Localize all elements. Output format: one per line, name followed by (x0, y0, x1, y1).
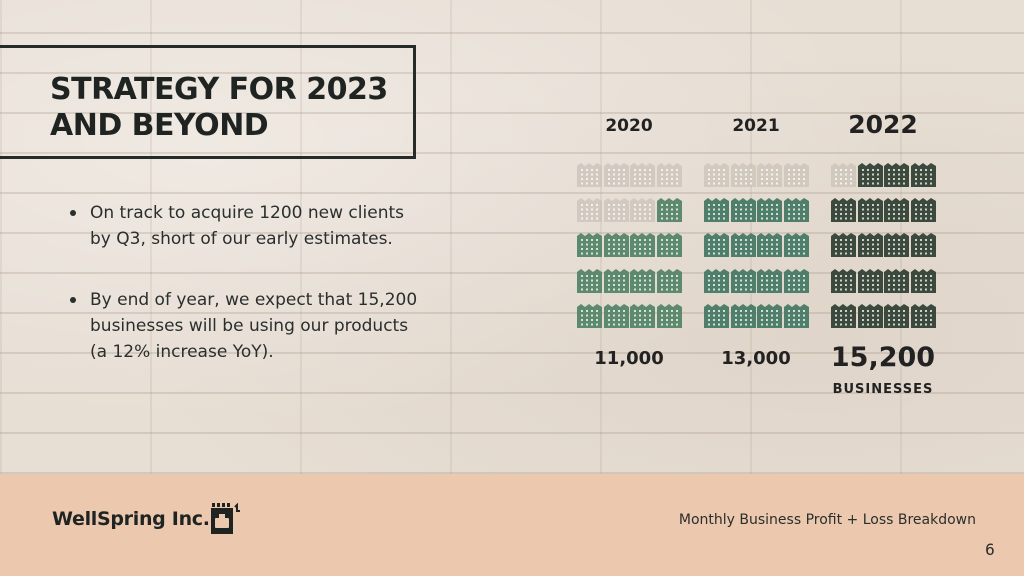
building-icon-empty-2021 (757, 163, 782, 187)
slide-title: STRATEGY FOR 2023 AND BEYOND (50, 72, 388, 143)
building-icon-filled-2020 (656, 233, 682, 257)
building-icon-empty-2020 (577, 163, 602, 187)
building-icon-filled-2021 (783, 269, 809, 293)
building-icon-filled-2022 (884, 198, 909, 222)
building-icon-filled-2022 (831, 233, 856, 257)
value-label-2022: 15,200 (830, 342, 936, 373)
building-icon-filled-2022 (910, 269, 936, 293)
building-icon-filled-2021 (783, 198, 809, 222)
building-icon-filled-2022 (910, 304, 936, 328)
building-icon-filled-2022 (831, 269, 856, 293)
bullet-item: By end of year, we expect that 15,200 bu… (70, 287, 430, 365)
building-icon-filled-2022 (831, 304, 856, 328)
page-number: 6 (985, 540, 995, 559)
building-icon-filled-2021 (730, 269, 756, 293)
building-icon-empty-2020 (630, 163, 655, 187)
building-icon-filled-2022 (910, 233, 936, 257)
building-icon-filled-2021 (757, 198, 782, 222)
building-logo-icon (211, 502, 240, 534)
building-icon-filled-2020 (630, 233, 655, 257)
building-icon-empty-2021 (783, 163, 809, 187)
year-label-2022: 2022 (848, 110, 918, 139)
building-icon-filled-2022 (884, 304, 909, 328)
building-icon-filled-2020 (577, 304, 602, 328)
value-label-2020: 11,000 (594, 348, 664, 369)
building-icon-filled-2020 (630, 304, 655, 328)
building-icon-filled-2020 (630, 269, 655, 293)
building-icon-filled-2020 (603, 233, 629, 257)
building-icon-filled-2022 (884, 233, 909, 257)
building-icon-filled-2020 (656, 304, 682, 328)
building-icon-filled-2022 (910, 198, 936, 222)
building-icon-filled-2021 (783, 233, 809, 257)
building-icon-filled-2021 (730, 304, 756, 328)
building-icon-empty-2021 (730, 163, 756, 187)
building-icon-filled-2021 (757, 304, 782, 328)
building-icon-filled-2021 (704, 198, 729, 222)
building-icon-filled-2022 (831, 198, 856, 222)
building-icon-filled-2022 (857, 269, 883, 293)
brand-name: WellSpring Inc. (52, 508, 210, 530)
building-icon-filled-2021 (783, 304, 809, 328)
building-icon-filled-2021 (730, 198, 756, 222)
building-icon-filled-2022 (857, 163, 883, 187)
building-icon-filled-2021 (757, 269, 782, 293)
building-icon-filled-2021 (704, 269, 729, 293)
building-icon-filled-2020 (577, 269, 602, 293)
title-frame (0, 45, 416, 159)
building-icon-filled-2022 (857, 304, 883, 328)
bullet-dot-icon (70, 210, 76, 216)
building-icon-empty-2021 (704, 163, 729, 187)
footer-bar (0, 474, 1024, 576)
building-icon-filled-2020 (577, 233, 602, 257)
bullet-text: On track to acquire 1200 new clients by … (90, 203, 404, 249)
bullet-text: By end of year, we expect that 15,200 bu… (90, 290, 418, 362)
building-icon-filled-2022 (857, 198, 883, 222)
building-icon-empty-2020 (656, 163, 682, 187)
building-icon-filled-2021 (757, 233, 782, 257)
year-label-2020: 2020 (605, 116, 653, 136)
building-icon-filled-2022 (884, 163, 909, 187)
bullet-item: On track to acquire 1200 new clients by … (70, 200, 430, 252)
year-label-2021: 2021 (732, 116, 780, 136)
building-icon-filled-2020 (656, 269, 682, 293)
footer-caption: Monthly Business Profit + Loss Breakdown (678, 512, 976, 528)
building-icon-empty-2022 (831, 163, 856, 187)
building-icon-empty-2020 (603, 163, 629, 187)
building-icon-filled-2020 (603, 269, 629, 293)
building-icon-filled-2020 (656, 198, 682, 222)
building-icon-filled-2022 (884, 269, 909, 293)
building-icon-empty-2020 (630, 198, 655, 222)
building-icon-filled-2022 (857, 233, 883, 257)
building-icon-empty-2020 (577, 198, 602, 222)
unit-label: BUSINESSES (832, 382, 934, 397)
building-icon-empty-2020 (603, 198, 629, 222)
building-icon-filled-2021 (730, 233, 756, 257)
building-icon-filled-2020 (603, 304, 629, 328)
value-label-2021: 13,000 (721, 348, 791, 369)
building-icon-filled-2021 (704, 304, 729, 328)
building-icon-filled-2021 (704, 233, 729, 257)
bullet-dot-icon (70, 297, 76, 303)
building-icon-filled-2022 (910, 163, 936, 187)
